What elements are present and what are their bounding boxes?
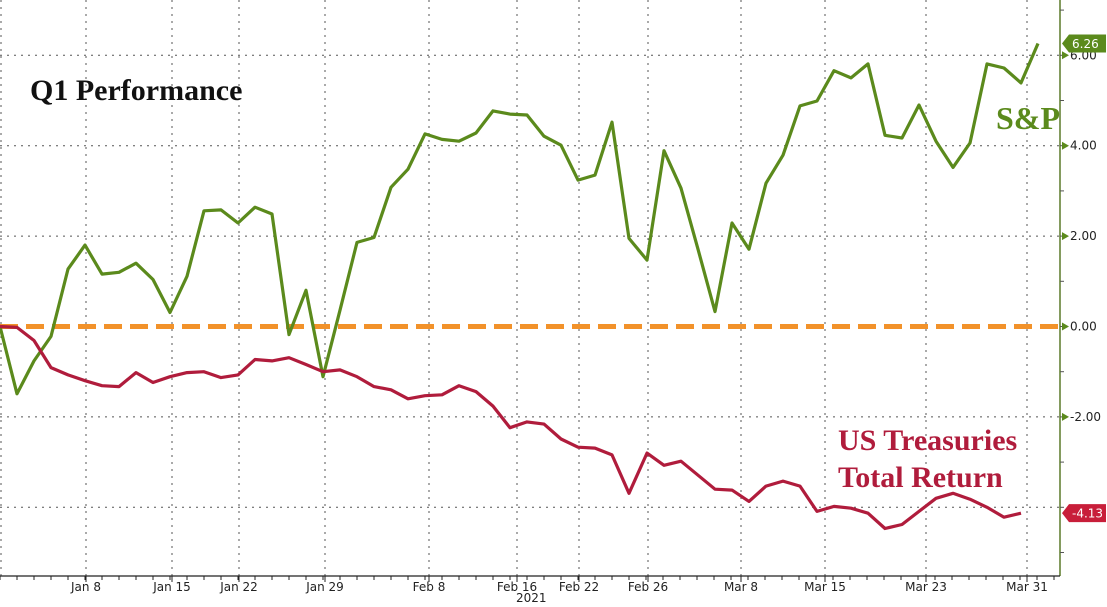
sp-series-label: S&P — [996, 100, 1060, 136]
series-lines — [0, 42, 1040, 531]
x-tick-label: Jan 29 — [305, 580, 344, 594]
x-tick-label: Jan 15 — [152, 580, 191, 594]
x-tick-label: Feb 26 — [628, 580, 668, 594]
chart-title: Q1 Performance — [30, 74, 243, 107]
x-tick-label: Mar 8 — [724, 580, 758, 594]
x-tick-label: Jan 22 — [219, 580, 258, 594]
treasuries-label-line1: US Treasuries — [838, 424, 1018, 457]
treasuries-series-label: US Treasuries Total Return — [838, 422, 1017, 496]
y-tick-label: 4.00 — [1070, 139, 1097, 153]
grid-lines — [0, 0, 1060, 576]
x-tick-label: Feb 8 — [413, 580, 446, 594]
sp-last-value-badge: 6.26 — [1072, 37, 1099, 51]
sp-line — [0, 42, 1040, 396]
x-tick-label: Jan 8 — [70, 580, 101, 594]
treasuries-last-value-badge: -4.13 — [1072, 507, 1103, 521]
x-tick-label: Mar 31 — [1006, 580, 1048, 594]
x-tick-label: Feb 16 — [497, 580, 537, 594]
x-tick-label: Feb 22 — [559, 580, 599, 594]
y-tick-label: 0.00 — [1070, 320, 1097, 334]
treasuries-label-line2: Total Return — [838, 461, 1003, 494]
x-axis-year-label: 2021 — [516, 591, 547, 605]
y-tick-label: 2.00 — [1070, 229, 1097, 243]
y-tick-label: -2.00 — [1070, 410, 1101, 424]
treasuries-line — [0, 324, 1022, 531]
x-tick-label: Mar 23 — [905, 580, 947, 594]
x-tick-label: Mar 15 — [804, 580, 846, 594]
